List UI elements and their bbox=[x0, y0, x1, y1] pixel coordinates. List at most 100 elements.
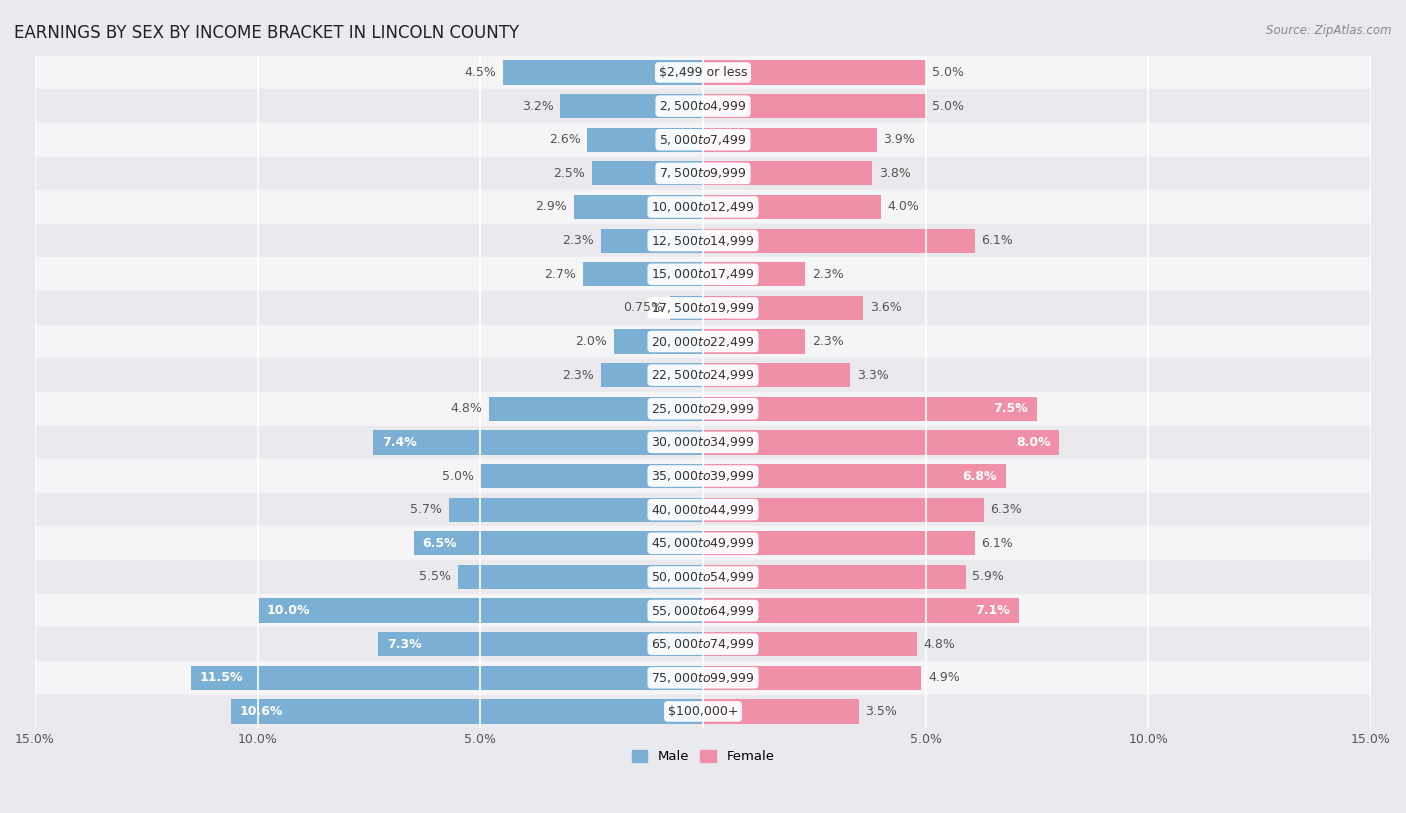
Bar bbox=[703, 329, 806, 354]
Text: $2,500 to $4,999: $2,500 to $4,999 bbox=[659, 99, 747, 113]
Bar bbox=[35, 392, 1371, 425]
Bar bbox=[35, 628, 1371, 661]
Text: $25,000 to $29,999: $25,000 to $29,999 bbox=[651, 402, 755, 415]
Bar bbox=[703, 464, 1005, 488]
Text: $22,500 to $24,999: $22,500 to $24,999 bbox=[651, 368, 755, 382]
Bar bbox=[703, 699, 859, 724]
Text: 3.5%: 3.5% bbox=[866, 705, 897, 718]
Text: $35,000 to $39,999: $35,000 to $39,999 bbox=[651, 469, 755, 483]
Text: $50,000 to $54,999: $50,000 to $54,999 bbox=[651, 570, 755, 584]
Text: $5,000 to $7,499: $5,000 to $7,499 bbox=[659, 133, 747, 146]
Bar bbox=[703, 397, 1038, 421]
Text: 10.6%: 10.6% bbox=[240, 705, 283, 718]
Text: 11.5%: 11.5% bbox=[200, 672, 243, 685]
Text: 8.0%: 8.0% bbox=[1015, 436, 1050, 449]
Text: $75,000 to $99,999: $75,000 to $99,999 bbox=[651, 671, 755, 685]
Text: $55,000 to $64,999: $55,000 to $64,999 bbox=[651, 603, 755, 618]
Bar bbox=[35, 459, 1371, 493]
Bar bbox=[703, 94, 925, 118]
Bar bbox=[703, 128, 877, 152]
Text: EARNINGS BY SEX BY INCOME BRACKET IN LINCOLN COUNTY: EARNINGS BY SEX BY INCOME BRACKET IN LIN… bbox=[14, 24, 519, 42]
Bar bbox=[231, 699, 703, 724]
Bar bbox=[35, 425, 1371, 459]
Bar bbox=[614, 329, 703, 354]
Text: 2.5%: 2.5% bbox=[553, 167, 585, 180]
Bar bbox=[582, 262, 703, 286]
Text: 2.0%: 2.0% bbox=[575, 335, 607, 348]
Bar bbox=[703, 498, 984, 522]
Bar bbox=[574, 195, 703, 219]
Text: $40,000 to $44,999: $40,000 to $44,999 bbox=[651, 502, 755, 516]
Bar bbox=[35, 258, 1371, 291]
Bar bbox=[489, 397, 703, 421]
Text: $10,000 to $12,499: $10,000 to $12,499 bbox=[651, 200, 755, 214]
Text: 3.8%: 3.8% bbox=[879, 167, 911, 180]
Bar bbox=[35, 493, 1371, 527]
Bar bbox=[35, 190, 1371, 224]
Text: 4.9%: 4.9% bbox=[928, 672, 960, 685]
Text: $15,000 to $17,499: $15,000 to $17,499 bbox=[651, 267, 755, 281]
Text: 5.0%: 5.0% bbox=[932, 66, 965, 79]
Text: $2,499 or less: $2,499 or less bbox=[659, 66, 747, 79]
Text: 5.5%: 5.5% bbox=[419, 571, 451, 584]
Text: 2.3%: 2.3% bbox=[562, 234, 593, 247]
Bar bbox=[35, 661, 1371, 694]
Text: 4.0%: 4.0% bbox=[887, 201, 920, 214]
Bar bbox=[35, 55, 1371, 89]
Text: 3.3%: 3.3% bbox=[856, 368, 889, 381]
Bar bbox=[449, 498, 703, 522]
Text: 6.5%: 6.5% bbox=[422, 537, 457, 550]
Bar bbox=[458, 565, 703, 589]
Text: 4.8%: 4.8% bbox=[451, 402, 482, 415]
Text: 6.1%: 6.1% bbox=[981, 537, 1014, 550]
Bar bbox=[703, 60, 925, 85]
Legend: Male, Female: Male, Female bbox=[626, 745, 780, 769]
Bar bbox=[703, 296, 863, 320]
Bar bbox=[703, 565, 966, 589]
Bar bbox=[35, 593, 1371, 628]
Bar bbox=[35, 224, 1371, 258]
Text: 3.9%: 3.9% bbox=[883, 133, 915, 146]
Text: 4.8%: 4.8% bbox=[924, 637, 955, 650]
Bar bbox=[703, 430, 1059, 454]
Bar bbox=[35, 560, 1371, 593]
Text: 5.9%: 5.9% bbox=[973, 571, 1004, 584]
Text: $17,500 to $19,999: $17,500 to $19,999 bbox=[651, 301, 755, 315]
Bar bbox=[35, 123, 1371, 157]
Bar bbox=[35, 324, 1371, 359]
Text: 7.5%: 7.5% bbox=[994, 402, 1028, 415]
Bar bbox=[191, 666, 703, 690]
Text: $12,500 to $14,999: $12,500 to $14,999 bbox=[651, 233, 755, 248]
Bar bbox=[703, 598, 1019, 623]
Text: 7.3%: 7.3% bbox=[387, 637, 422, 650]
Bar bbox=[374, 430, 703, 454]
Text: 7.1%: 7.1% bbox=[976, 604, 1011, 617]
Bar bbox=[35, 527, 1371, 560]
Bar bbox=[35, 157, 1371, 190]
Text: $100,000+: $100,000+ bbox=[668, 705, 738, 718]
Text: $20,000 to $22,499: $20,000 to $22,499 bbox=[651, 334, 755, 349]
Text: 2.3%: 2.3% bbox=[562, 368, 593, 381]
Bar bbox=[703, 531, 974, 555]
Text: 5.0%: 5.0% bbox=[441, 470, 474, 483]
Text: 6.8%: 6.8% bbox=[963, 470, 997, 483]
Bar bbox=[703, 262, 806, 286]
Text: Source: ZipAtlas.com: Source: ZipAtlas.com bbox=[1267, 24, 1392, 37]
Bar bbox=[600, 228, 703, 253]
Text: 3.6%: 3.6% bbox=[870, 302, 901, 315]
Text: $45,000 to $49,999: $45,000 to $49,999 bbox=[651, 537, 755, 550]
Bar bbox=[703, 228, 974, 253]
Bar bbox=[35, 359, 1371, 392]
Bar bbox=[600, 363, 703, 387]
Bar bbox=[413, 531, 703, 555]
Bar bbox=[703, 632, 917, 656]
Bar bbox=[378, 632, 703, 656]
Text: 5.7%: 5.7% bbox=[411, 503, 443, 516]
Bar bbox=[35, 291, 1371, 324]
Text: $30,000 to $34,999: $30,000 to $34,999 bbox=[651, 436, 755, 450]
Text: 4.5%: 4.5% bbox=[464, 66, 496, 79]
Bar bbox=[35, 694, 1371, 728]
Text: 2.6%: 2.6% bbox=[548, 133, 581, 146]
Bar bbox=[669, 296, 703, 320]
Bar bbox=[257, 598, 703, 623]
